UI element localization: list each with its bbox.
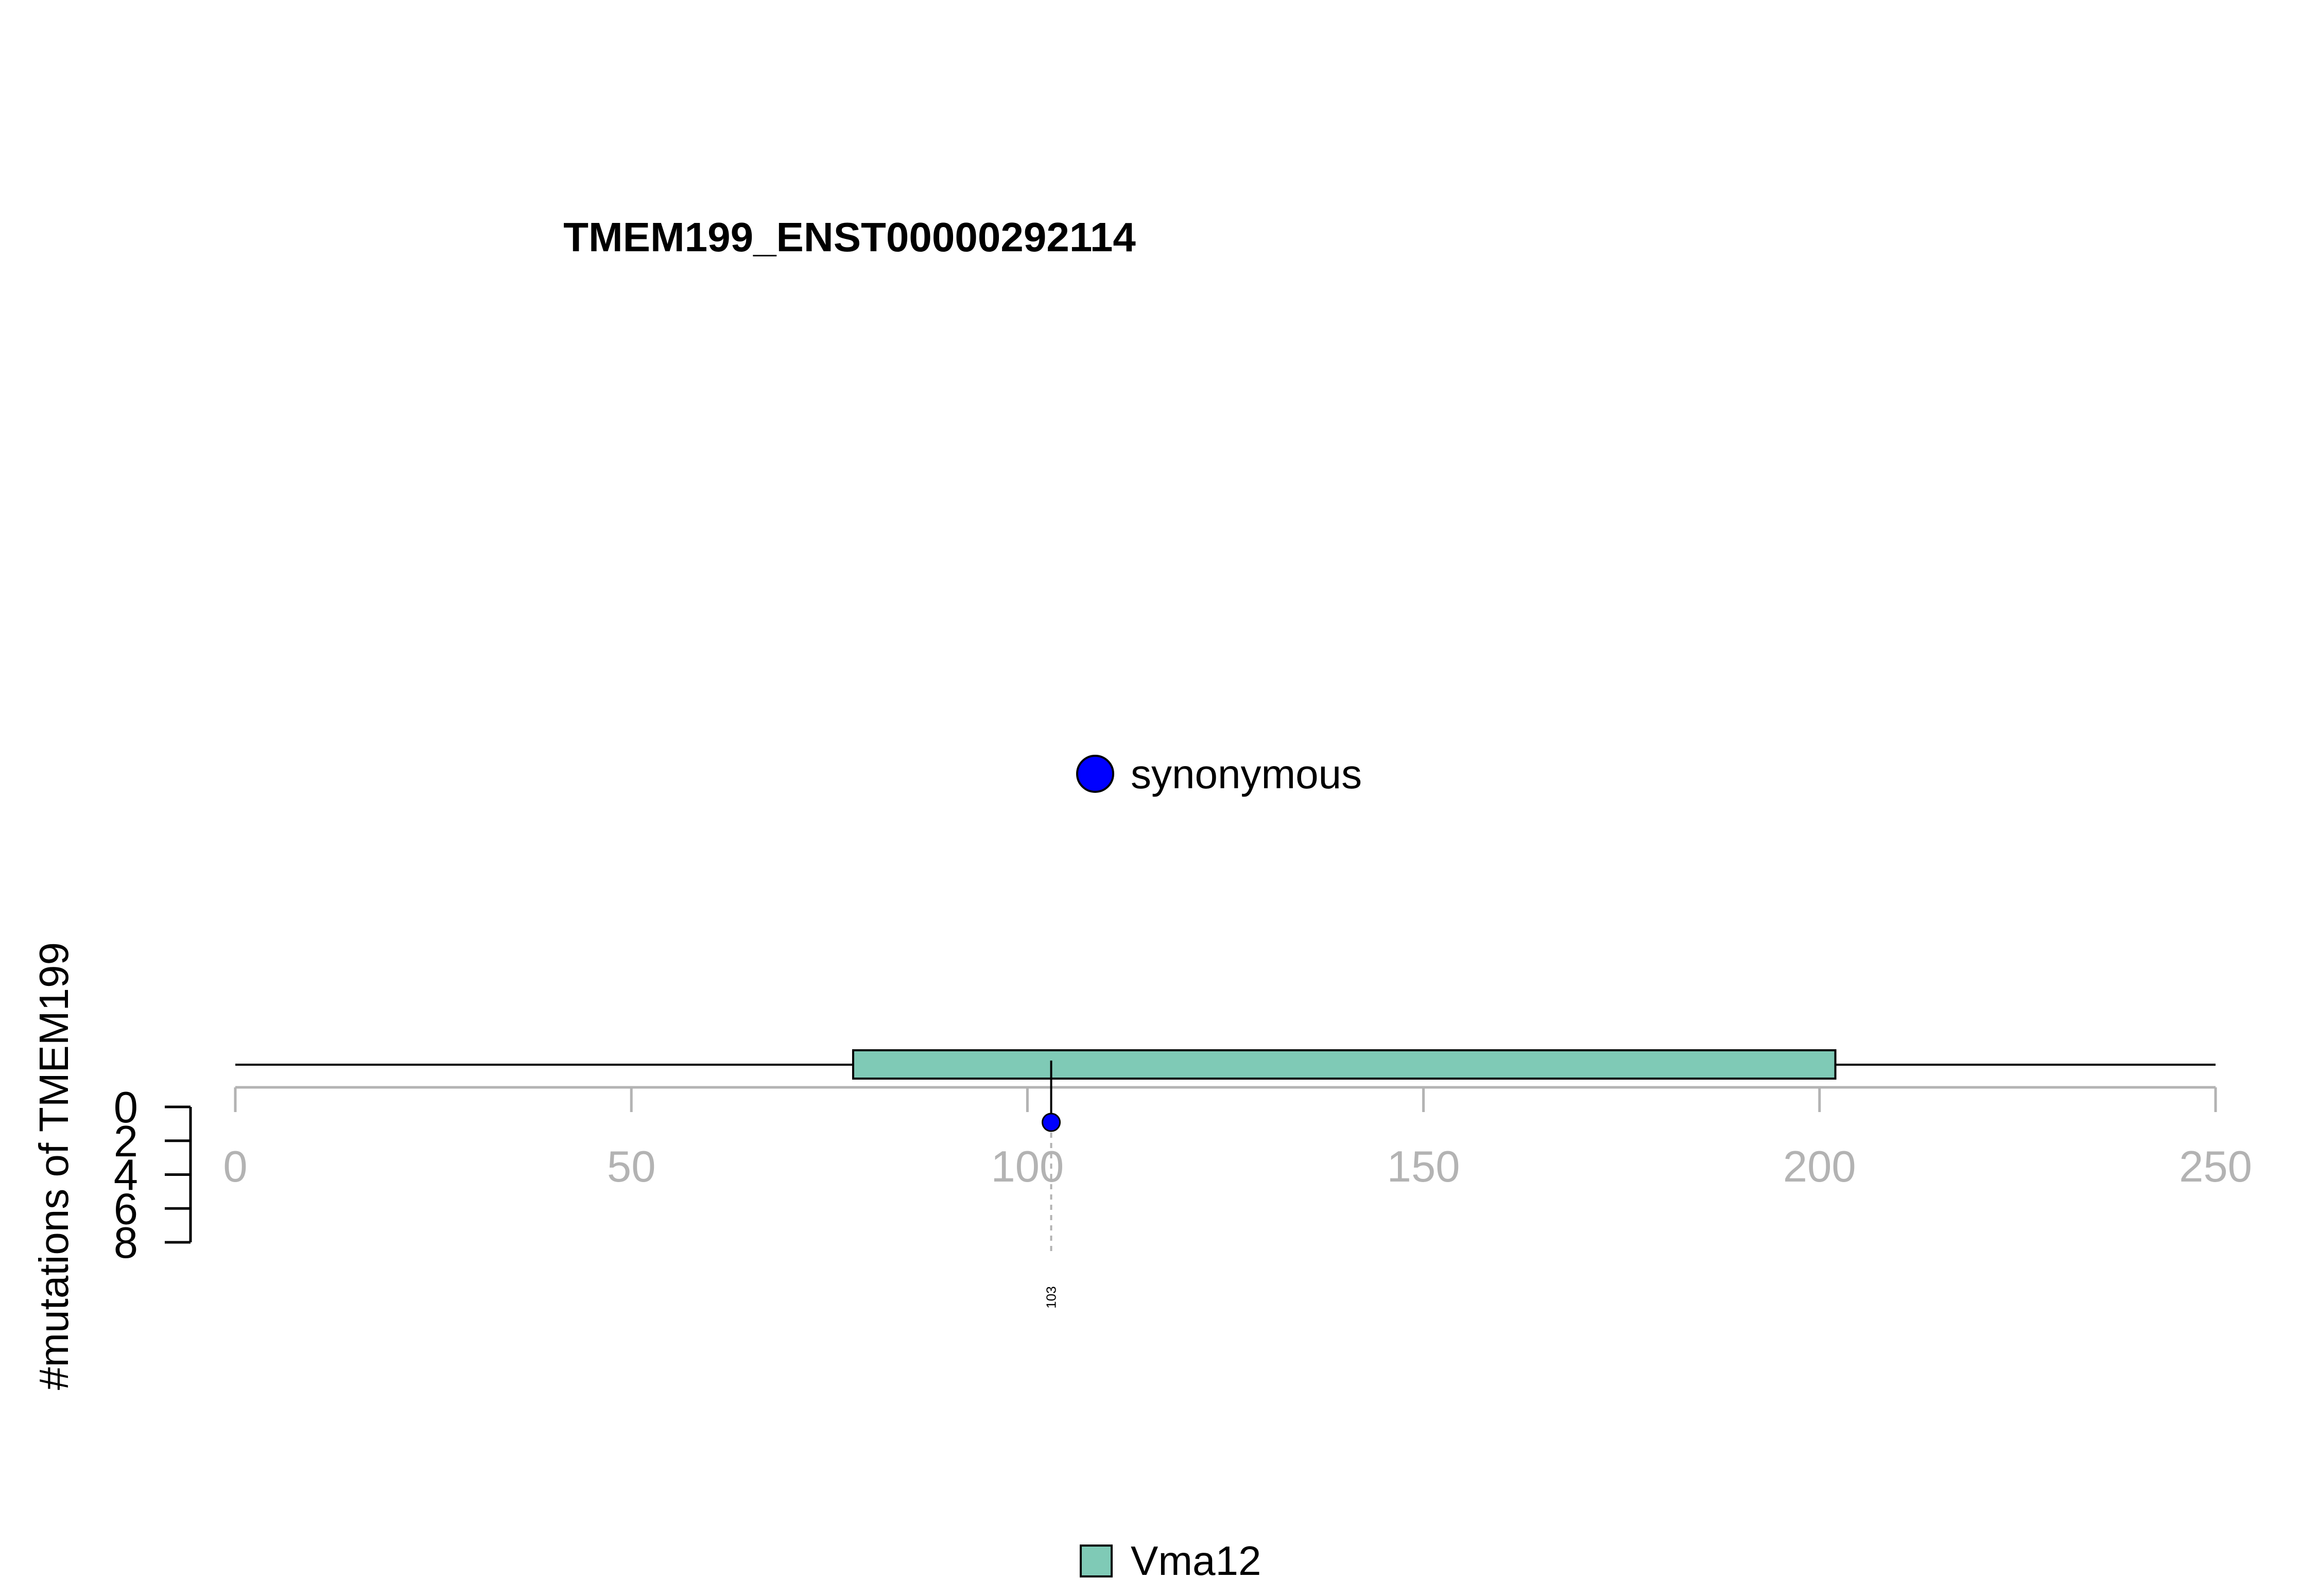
domain-legend: Vma12 xyxy=(1080,1538,1261,1584)
legend-marker-synonymous xyxy=(1076,755,1114,793)
mutation-label-103: 103 xyxy=(1044,1286,1059,1308)
x-tick-label-150: 150 xyxy=(1387,1142,1460,1191)
legend-label-vma12: Vma12 xyxy=(1131,1538,1261,1584)
lollipop-head-103 xyxy=(1042,1113,1061,1132)
lollipop-layer: 103 xyxy=(1042,1061,1061,1309)
y-tick-label-2: 2 xyxy=(114,1117,138,1166)
y-tick-label-0: 0 xyxy=(114,1083,138,1132)
x-tick-label-100: 100 xyxy=(991,1142,1064,1191)
x-tick-label-50: 50 xyxy=(607,1142,656,1191)
legend-swatch-vma12 xyxy=(1080,1545,1113,1577)
domain-layer xyxy=(852,1049,1837,1080)
chart-title: TMEM199_ENST00000292114 xyxy=(563,214,1136,260)
y-tick-label-6: 6 xyxy=(114,1185,138,1234)
y-tick-label-8: 8 xyxy=(114,1219,138,1268)
y-tick-label-4: 4 xyxy=(114,1151,138,1200)
mutation-type-legend: synonymous xyxy=(1076,751,1362,797)
x-tick-label-200: 200 xyxy=(1783,1142,1856,1191)
x-tick-label-250: 250 xyxy=(2179,1142,2252,1191)
y-axis-label: #mutations of TMEM199 xyxy=(31,942,77,1390)
x-tick-label-0: 0 xyxy=(223,1142,247,1191)
x-axis: 0 50 100 150 200 250 xyxy=(223,1086,2252,1191)
legend-label-synonymous: synonymous xyxy=(1131,751,1362,797)
domain-vma12 xyxy=(852,1049,1837,1080)
